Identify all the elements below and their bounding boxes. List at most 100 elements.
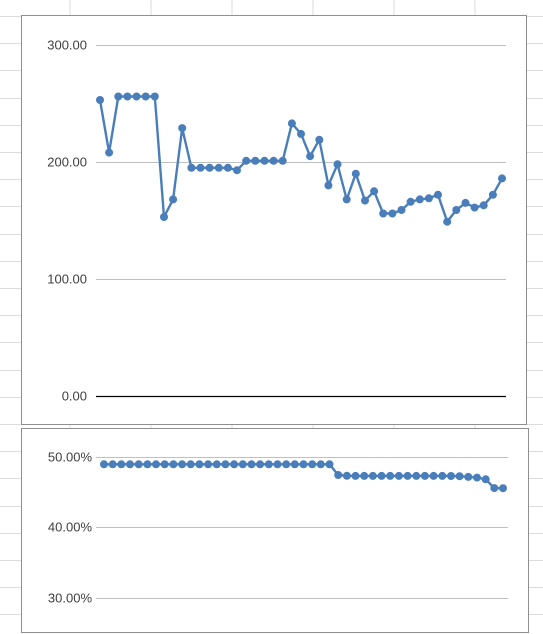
data-point[interactable] [205, 163, 214, 172]
data-point[interactable] [186, 460, 195, 469]
data-point[interactable] [361, 196, 369, 205]
y-tick-label: 40.00% [48, 520, 93, 535]
data-point[interactable] [368, 471, 377, 480]
data-point[interactable] [316, 460, 325, 469]
data-point[interactable] [420, 471, 429, 480]
data-point[interactable] [141, 92, 150, 101]
data-point[interactable] [196, 163, 205, 172]
data-point[interactable] [342, 471, 351, 480]
data-point[interactable] [100, 460, 108, 469]
data-point[interactable] [150, 92, 159, 101]
chart-price-plot: 0.00 100.00 200.00 300.00 [47, 38, 506, 404]
data-point[interactable] [178, 124, 187, 133]
data-point[interactable] [333, 160, 342, 169]
data-point[interactable] [490, 484, 499, 493]
data-point[interactable] [443, 217, 452, 226]
data-point[interactable] [143, 460, 152, 469]
data-point[interactable] [488, 190, 497, 199]
data-point[interactable] [447, 472, 455, 480]
data-point[interactable] [242, 156, 251, 165]
data-point[interactable] [223, 163, 232, 172]
data-point[interactable] [187, 163, 196, 172]
data-point[interactable] [434, 190, 442, 199]
data-point[interactable] [360, 471, 369, 480]
data-point[interactable] [461, 198, 470, 207]
data-point[interactable] [452, 206, 461, 214]
data-point[interactable] [306, 152, 315, 161]
data-point[interactable] [479, 201, 488, 210]
data-point[interactable] [278, 156, 287, 165]
data-point[interactable] [247, 460, 256, 469]
data-point[interactable] [269, 156, 278, 165]
data-point[interactable] [123, 92, 132, 101]
y-tick-label: 50.00% [48, 450, 93, 465]
data-point[interactable] [238, 460, 247, 469]
data-point[interactable] [134, 460, 143, 469]
data-point[interactable] [108, 460, 117, 469]
data-point[interactable] [290, 460, 299, 469]
data-point[interactable] [251, 156, 260, 165]
data-point[interactable] [195, 460, 204, 469]
data-point[interactable] [273, 460, 282, 469]
data-point[interactable] [438, 471, 447, 480]
data-point[interactable] [429, 471, 438, 480]
data-point[interactable] [351, 471, 360, 480]
data-point[interactable] [114, 92, 123, 101]
data-point[interactable] [334, 471, 343, 479]
data-point[interactable] [260, 156, 269, 165]
chart-price-frame[interactable]: 0.00 100.00 200.00 300.00 [21, 15, 527, 425]
data-point[interactable] [498, 174, 506, 183]
data-point[interactable] [204, 460, 213, 469]
data-point[interactable] [406, 197, 415, 206]
data-point[interactable] [386, 471, 395, 480]
data-point[interactable] [96, 96, 104, 104]
data-point[interactable] [117, 460, 126, 469]
data-point[interactable] [126, 460, 134, 469]
data-point[interactable] [233, 166, 241, 175]
data-point[interactable] [370, 187, 379, 196]
data-point[interactable] [324, 181, 333, 190]
data-point[interactable] [342, 195, 351, 204]
data-point[interactable] [287, 119, 296, 128]
data-point[interactable] [264, 460, 273, 469]
data-point[interactable] [473, 473, 481, 482]
data-point[interactable] [214, 163, 223, 172]
data-point[interactable] [132, 92, 141, 101]
data-point[interactable] [464, 472, 473, 481]
data-point[interactable] [424, 194, 433, 203]
data-point[interactable] [470, 203, 479, 212]
data-point[interactable] [221, 460, 230, 469]
y-tick-label: 300.00 [47, 38, 87, 53]
data-point[interactable] [230, 460, 239, 469]
data-point[interactable] [315, 135, 324, 144]
y-tick-label: 0.00 [62, 389, 87, 404]
data-point[interactable] [412, 471, 421, 480]
data-point[interactable] [105, 148, 114, 157]
data-point[interactable] [394, 471, 403, 480]
data-point[interactable] [308, 460, 317, 469]
data-point[interactable] [212, 460, 221, 469]
data-point[interactable] [325, 460, 334, 469]
data-point[interactable] [388, 209, 397, 218]
data-point[interactable] [403, 471, 412, 480]
data-point[interactable] [379, 209, 388, 218]
data-point[interactable] [169, 460, 178, 469]
data-point[interactable] [415, 195, 424, 204]
data-point[interactable] [160, 460, 169, 469]
data-point[interactable] [351, 169, 360, 178]
y-tick-label: 30.00% [48, 591, 93, 606]
data-point[interactable] [152, 460, 160, 469]
data-point[interactable] [499, 484, 507, 493]
data-point[interactable] [282, 460, 291, 469]
data-point[interactable] [178, 460, 187, 469]
data-point[interactable] [160, 213, 168, 221]
data-point[interactable] [481, 475, 490, 484]
data-point[interactable] [455, 472, 464, 481]
data-point[interactable] [397, 206, 406, 214]
data-point[interactable] [256, 460, 265, 469]
data-point[interactable] [297, 129, 305, 138]
data-point[interactable] [299, 460, 308, 469]
chart-percent-frame[interactable]: 30.00% 40.00% 50.00% [21, 428, 529, 633]
data-point[interactable] [377, 471, 386, 480]
data-point[interactable] [169, 195, 178, 204]
